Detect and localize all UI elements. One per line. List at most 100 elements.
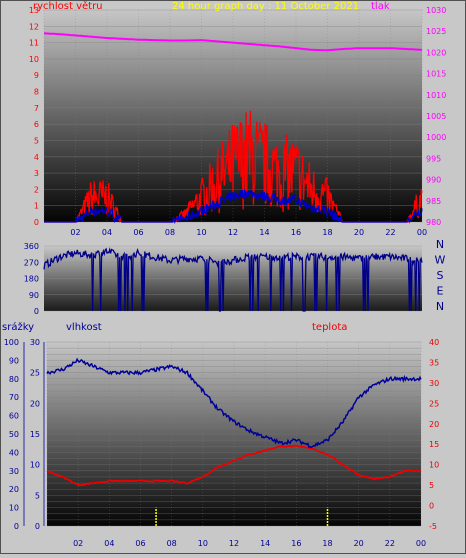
chart-title: 24 hour graph day : 11 October 2021 (172, 1, 359, 12)
temperature-tick-label: 25 (429, 399, 439, 408)
pressure-tick-label: 990 (426, 176, 441, 185)
top-x-tick-label: 16 (291, 228, 301, 237)
humidity-tick-label: 15 (30, 430, 40, 439)
compass-label: N (436, 238, 444, 251)
axis-ticks: 0123456789101112139809859909951000100510… (4, 6, 447, 548)
wind-tick-label: 0 (34, 218, 39, 227)
pressure-tick-label: 1030 (426, 6, 446, 15)
bottom-x-tick-label: 12 (229, 539, 239, 548)
bottom-x-tick-label: 18 (322, 539, 332, 548)
temperature-tick-label: 40 (429, 338, 439, 347)
pressure-tick-label: 1025 (426, 27, 446, 36)
compass-label: N (436, 300, 444, 313)
rain-tick-label: 40 (9, 448, 19, 457)
humidity-tick-label: 25 (30, 369, 40, 378)
top-x-tick-label: 00 (417, 228, 427, 237)
wind-average-line (44, 189, 423, 225)
rain-tick-label: 90 (9, 356, 19, 365)
pressure-tick-label: 1010 (426, 91, 446, 100)
temperature-tick-label: 20 (429, 420, 439, 429)
compass-label: W (435, 254, 446, 267)
temperature-line (46, 444, 422, 487)
bottom-x-tick-label: 08 (167, 539, 177, 548)
wind-axis-label: rychlost větru (33, 0, 103, 12)
temperature-axis-label: teplota (312, 322, 347, 333)
top-x-tick-label: 22 (385, 228, 395, 237)
rain-tick-label: 10 (9, 504, 19, 513)
wind-tick-label: 8 (34, 88, 39, 97)
top-x-tick-label: 12 (228, 228, 238, 237)
rain-tick-label: 20 (9, 485, 19, 494)
top-x-tick-label: 18 (322, 228, 332, 237)
top-x-tick-label: 20 (354, 228, 364, 237)
rain-tick-label: 100 (4, 338, 19, 347)
temperature-tick-label: 15 (429, 440, 439, 449)
temperature-tick-label: 10 (429, 461, 439, 470)
pressure-tick-label: 1000 (426, 133, 446, 142)
temperature-tick-label: 35 (429, 358, 439, 367)
top-x-tick-label: 04 (102, 228, 112, 237)
bottom-x-tick-label: 14 (260, 539, 270, 548)
humidity-axis-label: vlhkost (66, 322, 102, 333)
top-x-tick-label: 06 (133, 228, 143, 237)
bottom-x-tick-label: 20 (354, 539, 364, 548)
wind-tick-label: 2 (34, 185, 39, 194)
rain-tick-label: 60 (9, 412, 19, 421)
wind-tick-label: 5 (34, 136, 39, 145)
direction-tick-label: 180 (24, 275, 39, 284)
wind-tick-label: 3 (34, 169, 39, 178)
bottom-chart-marks (46, 357, 422, 526)
pressure-tick-label: 1015 (426, 70, 446, 79)
wind-tick-label: 4 (34, 153, 39, 162)
wind-tick-label: 10 (29, 55, 39, 64)
temperature-tick-label: -5 (429, 522, 437, 531)
rain-tick-label: 0 (14, 522, 19, 531)
direction-tick-label: 360 (24, 242, 39, 251)
humidity-tick-label: 30 (30, 338, 40, 347)
top-chart-marks (43, 32, 423, 225)
pressure-line (43, 32, 423, 52)
wind-tick-label: 1 (34, 202, 39, 211)
humidity-line (46, 357, 422, 449)
pressure-tick-label: 1020 (426, 48, 446, 57)
direction-chart-marks (43, 247, 423, 312)
direction-tick-label: 270 (24, 258, 39, 267)
bottom-x-tick-label: 04 (104, 539, 114, 548)
pressure-tick-label: 995 (426, 154, 441, 163)
temperature-tick-label: 5 (429, 481, 434, 490)
pressure-tick-label: 1005 (426, 112, 446, 121)
rain-axis-label: srážky (2, 321, 34, 333)
top-x-tick-label: 14 (259, 228, 269, 237)
compass-label: E (437, 285, 444, 298)
pressure-tick-label: 985 (426, 197, 441, 206)
top-x-tick-label: 10 (196, 228, 206, 237)
wind-tick-label: 11 (29, 39, 39, 48)
humidity-tick-label: 0 (35, 522, 40, 531)
bottom-x-tick-label: 16 (291, 539, 301, 548)
compass-label: S (437, 269, 444, 282)
wind-tick-label: 9 (34, 71, 39, 80)
humidity-tick-label: 20 (30, 399, 40, 408)
wind-tick-label: 12 (29, 22, 39, 31)
temperature-tick-label: 30 (429, 379, 439, 388)
bottom-x-tick-label: 00 (416, 539, 426, 548)
rain-tick-label: 50 (9, 430, 19, 439)
bottom-x-tick-label: 02 (73, 539, 83, 548)
pressure-axis-label: tlak (371, 1, 390, 12)
wind-tick-label: 7 (34, 104, 39, 113)
wind-tick-label: 13 (29, 6, 39, 15)
top-x-tick-label: 02 (70, 228, 80, 237)
bottom-x-tick-label: 06 (135, 539, 145, 548)
rain-tick-label: 30 (9, 467, 19, 476)
temperature-tick-label: 0 (429, 502, 434, 511)
top-grid (43, 9, 423, 223)
humidity-tick-label: 5 (35, 491, 40, 500)
bottom-x-tick-label: 10 (198, 539, 208, 548)
direction-tick-label: 0 (34, 307, 39, 316)
wind-direction-line (43, 247, 423, 312)
direction-grid (44, 245, 422, 312)
rain-tick-label: 70 (9, 393, 19, 402)
direction-tick-label: 90 (29, 291, 39, 300)
